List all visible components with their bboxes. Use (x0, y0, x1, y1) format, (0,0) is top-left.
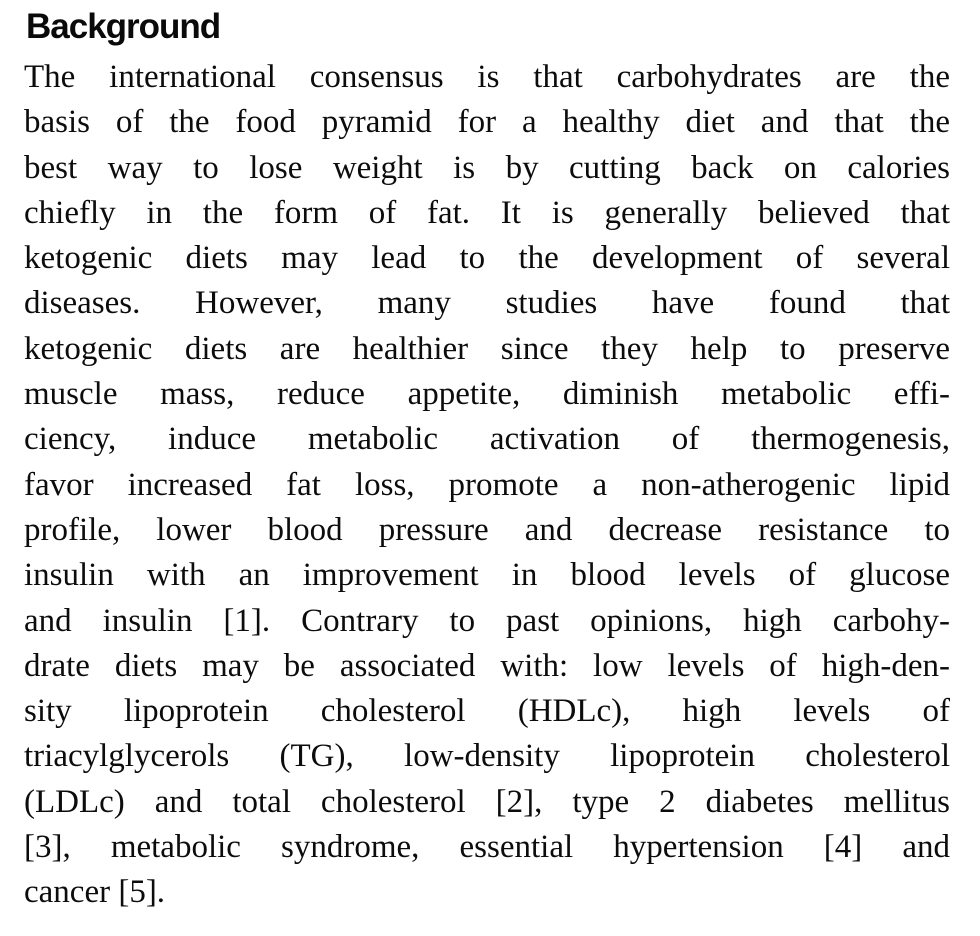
text-line: chiefly in the form of fat. It is genera… (24, 194, 950, 231)
text-line: (LDLc) and total cholesterol [2], type 2… (24, 783, 950, 820)
text-line: muscle mass, reduce appetite, diminish m… (24, 376, 950, 413)
text-line: ciency, induce metabolic activation of t… (24, 421, 950, 458)
text-line: best way to lose weight is by cutting ba… (24, 149, 950, 186)
text-line: profile, lower blood pressure and decrea… (24, 511, 950, 548)
section-heading: Background (26, 7, 221, 46)
text-line: ketogenic diets may lead to the developm… (24, 240, 950, 277)
text-line: [3], metabolic syndrome, essential hyper… (24, 829, 950, 866)
text-line: triacylglycerols (TG), low-density lipop… (24, 738, 950, 775)
text-line: and insulin [1]. Contrary to past opinio… (24, 602, 950, 639)
paragraph: The international consensus is that carb… (24, 55, 950, 916)
text-line: drate diets may be associated with: low … (24, 647, 950, 684)
text-line: ketogenic diets are healthier since they… (24, 330, 950, 367)
text-line: diseases. However, many studies have fou… (24, 285, 950, 322)
text-line: The international consensus is that carb… (24, 59, 950, 95)
text-line: cancer [5]. (24, 874, 166, 911)
text-line: basis of the food pyramid for a healthy … (24, 104, 950, 141)
text-line: sity lipoprotein cholesterol (HDLc), hig… (24, 693, 950, 730)
text-line: favor increased fat loss, promote a non-… (24, 466, 950, 503)
text-line: insulin with an improvement in blood lev… (24, 557, 950, 594)
